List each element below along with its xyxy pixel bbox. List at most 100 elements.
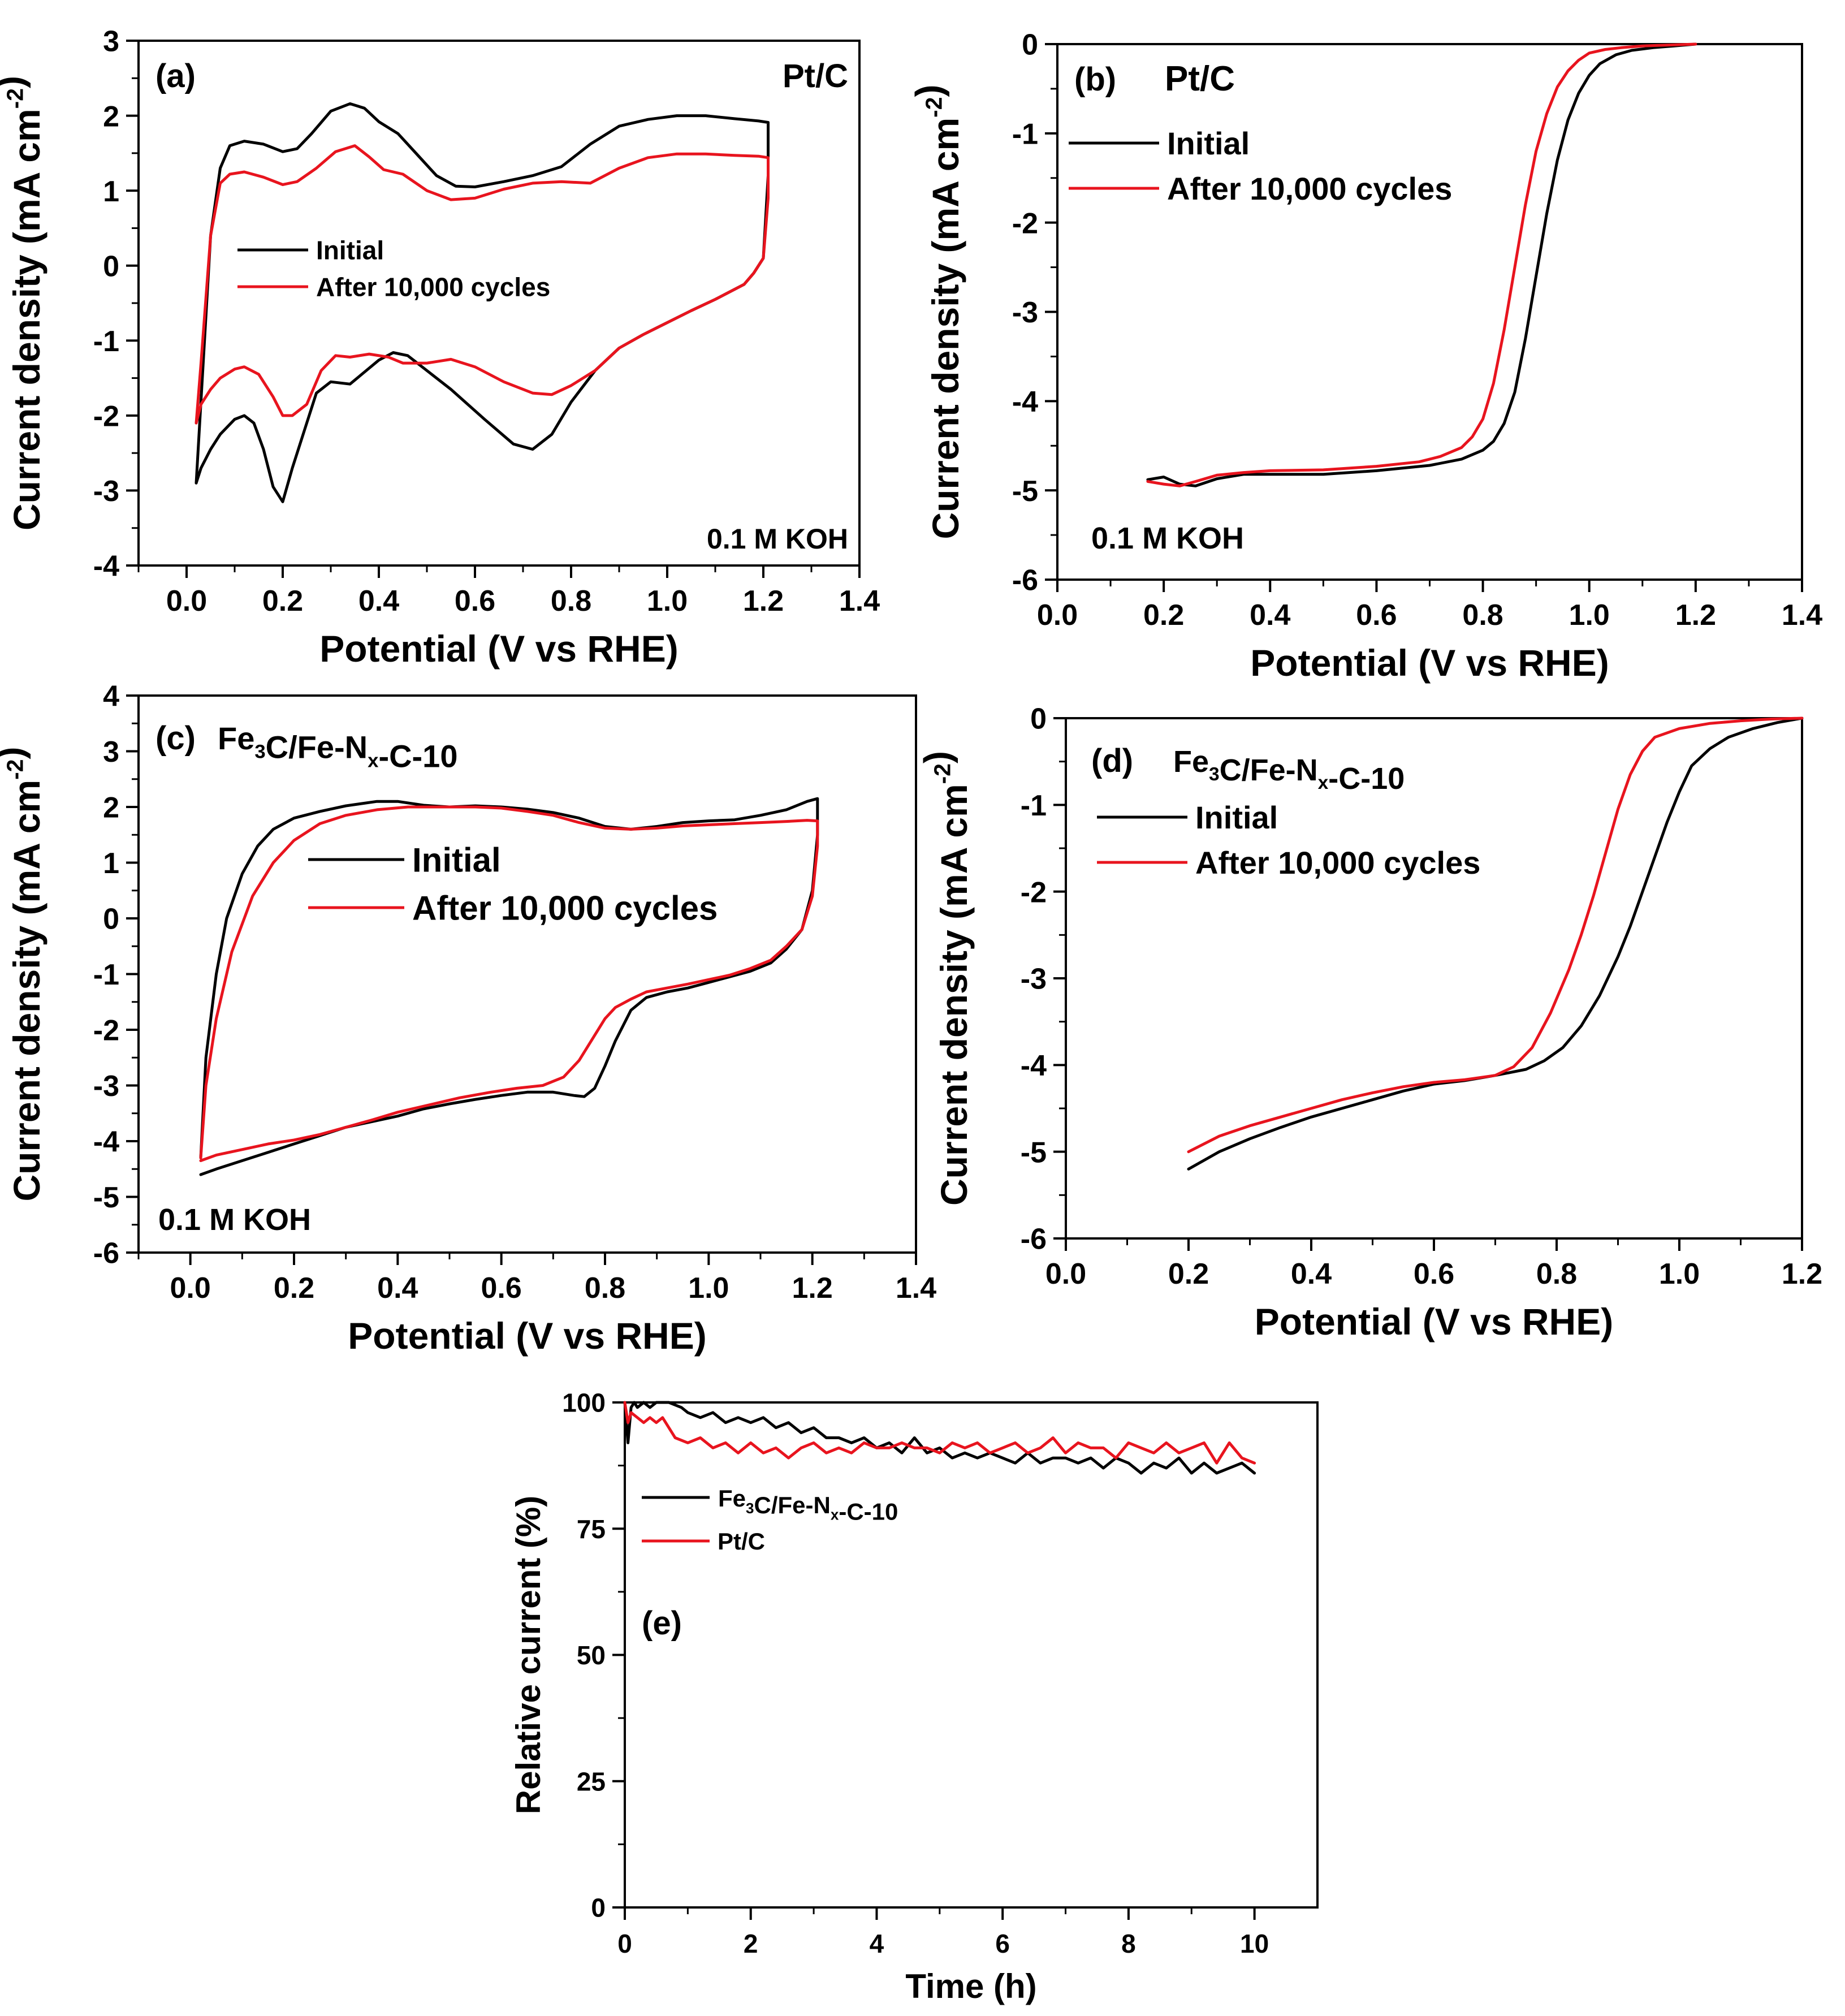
x-axis-label: Potential (V vs RHE) [348,1315,706,1357]
x-tick-label: 1.2 [792,1272,833,1305]
y-tick-label: 0 [103,250,119,283]
y-tick-label: -2 [1021,876,1047,909]
legend-fe-label: Fe3C/Fe-Nx-C-10 [718,1485,898,1525]
x-tick-label: 0.2 [1143,599,1184,632]
catalyst-label-part: 3 [1209,764,1220,785]
x-axis-label: Potential (V vs RHE) [319,628,678,670]
series-line-after [195,144,770,425]
x-tick-label: 0.6 [1356,599,1397,632]
y-tick-label: 50 [577,1641,606,1670]
electrolyte-note: 0.1 M KOH [158,1203,311,1237]
x-tick-label: 4 [870,1929,884,1958]
y-tick-label: -6 [93,1237,119,1270]
y-tick-label: -4 [1012,386,1038,418]
y-axis-label-part: Current density (mA cm [924,118,966,539]
x-tick-label: 0.2 [274,1272,314,1305]
x-tick-label: 0.6 [481,1272,522,1305]
x-axis-label: Potential (V vs RHE) [1250,642,1609,684]
x-tick-label: 1.4 [896,1272,936,1305]
x-tick-label: 0.4 [1291,1258,1332,1290]
y-tick-label: -5 [1012,475,1038,508]
panel-label: (c) [155,720,196,757]
catalyst-label-part: Fe [218,720,254,756]
legend-after-label: After 10,000 cycles [1167,171,1452,206]
x-tick-label: 1.2 [1675,599,1716,632]
y-axis-label-part: Current density (mA cm [6,780,47,1202]
electrolyte-note: 0.1 M KOH [1091,521,1244,555]
y-tick-label: 100 [562,1388,606,1418]
x-tick-label: 0.6 [1414,1258,1454,1290]
y-tick-label: -2 [1012,207,1038,240]
plot-frame [1056,43,1803,581]
x-tick-label: 10 [1240,1929,1269,1958]
legend-initial-label: Initial [412,841,501,879]
x-tick-label: 0.4 [377,1272,418,1305]
x-tick-label: 0.0 [166,585,207,618]
y-axis-label: Current density (mA cm-2) [916,751,975,1206]
y-tick-label: 1 [103,175,119,208]
catalyst-label: Fe3C/Fe-Nx-C-10 [1173,745,1405,796]
x-tick-label: 0.0 [1037,599,1078,632]
plot-frame [624,1401,1319,1909]
y-tick-label: -4 [93,550,119,583]
legend-after-label: After 10,000 cycles [316,273,550,302]
plot-frame [1065,717,1803,1240]
y-tick-label: -5 [1021,1136,1047,1169]
series-line-initial [199,797,819,1176]
series-line-after [623,1401,1256,1465]
x-tick-label: 1.0 [1659,1258,1700,1290]
legend-after-label: After 10,000 cycles [1195,845,1480,880]
y-tick-label: -2 [93,1015,119,1047]
x-tick-label: 1.4 [1782,599,1822,632]
y-axis-label-part: -2 [929,763,955,784]
x-tick-label: 0.4 [1250,599,1290,632]
x-tick-label: 0.6 [455,585,495,618]
x-tick-label: 0.0 [170,1272,211,1305]
x-tick-label: 0 [617,1929,632,1958]
y-tick-label: 75 [577,1514,606,1544]
panel-d: 0.0 0.2 0.4 0.6 0.8 1.0 1.2 -6 -5 -4 -3 -2 -1 0 Potent… [916,703,1822,1342]
x-tick-label: 1.0 [647,585,688,618]
catalyst-label-part: x [1318,772,1329,793]
x-tick-label: 1.4 [839,585,880,618]
plot-frame [137,694,917,1254]
y-axis-label-part: Current density (mA cm [6,109,47,530]
x-tick-label: 1.2 [743,585,784,618]
y-tick-label: -1 [93,959,119,991]
y-axis-label-part: ) [0,76,31,88]
catalyst-label-part: -C-10 [378,738,457,774]
y-axis-label-part: ) [0,746,31,759]
y-axis-label-part: ) [916,751,958,763]
x-tick-label: 0.4 [358,585,399,618]
y-axis-label: Relative current (%) [509,1496,547,1815]
y-axis-label: Current density (mA cm-2) [0,76,47,530]
series-line-initial [623,1401,1256,1475]
catalyst-label: Fe3C/Fe-Nx-C-10 [218,720,457,774]
legend-fe-label-part: Fe [718,1485,746,1512]
series-line-initial [195,102,770,503]
series-line-initial [1146,42,1697,487]
y-tick-label: -6 [1012,564,1038,597]
x-axis-label: Potential (V vs RHE) [1255,1301,1613,1342]
legend-initial-label: Initial [1167,126,1250,161]
y-axis-label-part: -2 [921,97,947,117]
y-tick-label: -5 [93,1181,119,1214]
series-line-initial [1187,716,1804,1171]
legend-after-label: After 10,000 cycles [412,890,718,927]
catalyst-label: Pt/C [783,58,848,94]
y-tick-label: -3 [1012,296,1038,329]
series-line-after [1187,716,1804,1154]
y-tick-label: -3 [93,1070,119,1103]
legend-fe-label-part: 3 [746,1500,754,1517]
catalyst-label: Pt/C [1165,59,1235,98]
y-tick-label: 1 [103,847,119,880]
x-tick-label: 0.8 [585,1272,625,1305]
x-tick-label: 1.0 [1569,599,1610,632]
x-tick-label: 0.2 [262,585,303,618]
legend-fe-label-part: -C-10 [839,1499,898,1525]
series-line-after [1146,42,1697,487]
y-tick-label: -2 [93,400,119,433]
y-tick-label: 2 [103,100,119,133]
y-tick-label: 0 [103,903,119,936]
y-axis-label-part: -2 [2,88,28,109]
